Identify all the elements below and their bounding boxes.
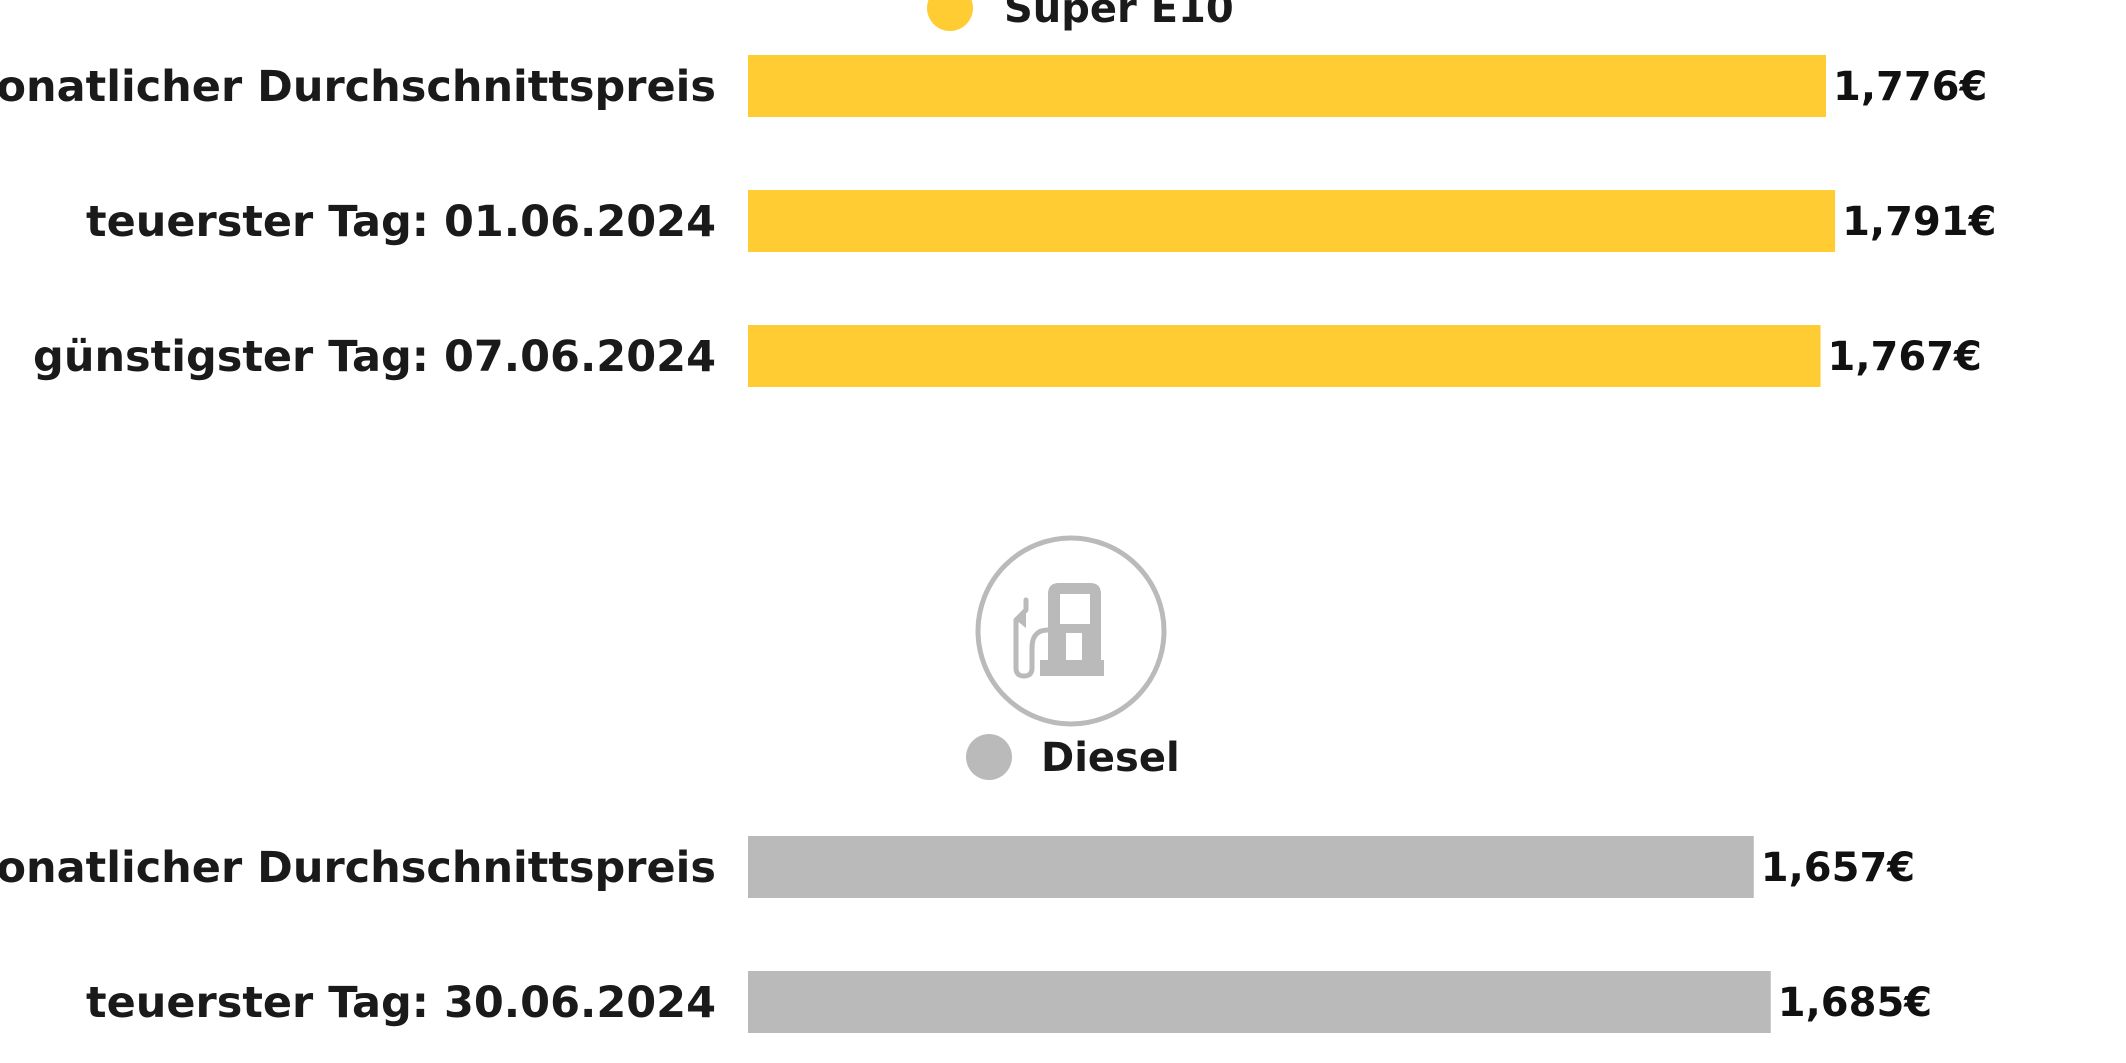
bar [748,190,1836,252]
fuel-pump-icon [975,535,1167,727]
category-label: teuerster Tag: 30.06.2024 [86,978,716,1028]
legend-label-super-e10: Super E10 [1004,0,1234,32]
category-label: Monatlicher Durchschnittspreis [0,62,716,112]
legend-dot-super-e10 [927,0,973,31]
value-label: 1,685€ [1778,980,1932,1026]
super-e10-bars: Monatlicher Durchschnittspreis 1,776€ teue… [0,55,1996,387]
legend-diesel: Diesel [966,734,1180,781]
diesel-bars: Monatlicher Durchschnittspreis 1,657€ teue… [0,836,1932,1033]
bar [748,325,1821,387]
value-label: 1,791€ [1842,199,1996,245]
legend-dot-diesel [966,734,1012,780]
legend-super-e10: Super E10 [927,0,1234,32]
legend-label-diesel: Diesel [1041,735,1180,781]
value-label: 1,767€ [1828,334,1982,380]
value-label: 1,776€ [1833,64,1987,110]
bar [748,836,1754,898]
category-label: Monatlicher Durchschnittspreis [0,843,716,893]
category-label: günstigster Tag: 07.06.2024 [33,332,716,382]
bar [748,971,1771,1033]
value-label: 1,657€ [1761,845,1915,891]
category-label: teuerster Tag: 01.06.2024 [86,197,716,247]
bar [748,55,1826,117]
